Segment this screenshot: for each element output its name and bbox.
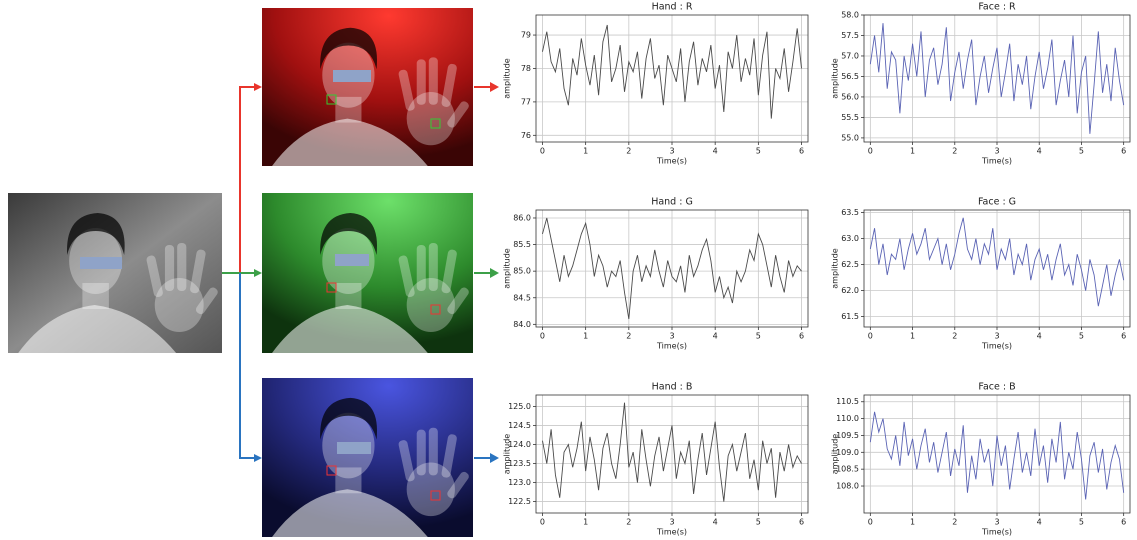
y-tick-label: 110.5 bbox=[836, 397, 859, 406]
y-tick-label: 84.0 bbox=[513, 320, 531, 329]
y-tick-label: 85.5 bbox=[513, 240, 531, 249]
red-photo bbox=[262, 8, 473, 166]
x-tick-label: 0 bbox=[868, 518, 873, 527]
y-tick-label: 109.0 bbox=[836, 448, 859, 457]
x-tick-label: 5 bbox=[756, 518, 761, 527]
y-tick-label: 79 bbox=[521, 31, 531, 40]
y-tick-label: 109.5 bbox=[836, 431, 859, 440]
y-axis-label: amplitude bbox=[831, 58, 840, 99]
x-tick-label: 3 bbox=[994, 332, 999, 341]
x-tick-label: 3 bbox=[994, 518, 999, 527]
x-tick-label: 1 bbox=[910, 332, 915, 341]
x-tick-label: 6 bbox=[799, 518, 804, 527]
green-photo bbox=[262, 193, 473, 353]
x-tick-label: 2 bbox=[952, 518, 957, 527]
x-tick-label: 5 bbox=[756, 147, 761, 156]
y-tick-label: 63.0 bbox=[841, 234, 859, 243]
chart-title: Face : R bbox=[978, 2, 1016, 13]
x-tick-label: 4 bbox=[713, 147, 718, 156]
x-tick-label: 4 bbox=[713, 332, 718, 341]
x-tick-label: 0 bbox=[540, 518, 545, 527]
x-tick-label: 3 bbox=[669, 332, 674, 341]
chart-title: Face : G bbox=[978, 197, 1016, 208]
x-tick-label: 6 bbox=[1121, 147, 1126, 156]
x-tick-label: 6 bbox=[1121, 518, 1126, 527]
y-tick-label: 84.5 bbox=[513, 293, 531, 302]
x-tick-label: 6 bbox=[1121, 332, 1126, 341]
original-photo bbox=[8, 193, 222, 353]
y-tick-label: 108.0 bbox=[836, 482, 859, 491]
y-tick-label: 85.0 bbox=[513, 267, 531, 276]
x-axis-label: Time(s) bbox=[981, 342, 1012, 351]
x-tick-label: 1 bbox=[910, 518, 915, 527]
y-tick-label: 57.5 bbox=[841, 31, 859, 40]
x-tick-label: 1 bbox=[910, 147, 915, 156]
chart-title: Hand : B bbox=[652, 382, 693, 393]
y-tick-label: 77 bbox=[521, 97, 531, 106]
y-tick-label: 123.0 bbox=[508, 478, 531, 487]
x-tick-label: 5 bbox=[1079, 147, 1084, 156]
x-tick-label: 6 bbox=[799, 147, 804, 156]
x-tick-label: 6 bbox=[799, 332, 804, 341]
chart-title: Hand : G bbox=[651, 197, 693, 208]
x-tick-label: 5 bbox=[756, 332, 761, 341]
x-tick-label: 2 bbox=[952, 332, 957, 341]
y-tick-label: 63.5 bbox=[841, 208, 859, 217]
x-axis-label: Time(s) bbox=[656, 528, 687, 537]
y-tick-label: 86.0 bbox=[513, 213, 531, 222]
y-tick-label: 56.5 bbox=[841, 72, 859, 81]
y-tick-label: 124.5 bbox=[508, 421, 531, 430]
y-tick-label: 125.0 bbox=[508, 402, 531, 411]
y-tick-label: 56.0 bbox=[841, 92, 859, 101]
y-tick-label: 62.5 bbox=[841, 260, 859, 269]
y-tick-label: 78 bbox=[521, 64, 531, 73]
y-tick-label: 58.0 bbox=[841, 11, 859, 20]
x-axis-label: Time(s) bbox=[656, 157, 687, 166]
x-tick-label: 4 bbox=[1037, 147, 1042, 156]
figure: 767778790123456Hand : RTime(s)amplitude5… bbox=[0, 0, 1137, 540]
y-axis-label: amplitude bbox=[831, 248, 840, 289]
y-tick-label: 76 bbox=[521, 131, 531, 140]
y-axis-label: amplitude bbox=[831, 434, 840, 475]
y-tick-label: 123.5 bbox=[508, 459, 531, 468]
y-tick-label: 122.5 bbox=[508, 497, 531, 506]
y-axis-label: amplitude bbox=[503, 248, 512, 289]
y-tick-label: 124.0 bbox=[508, 440, 531, 449]
y-tick-label: 110.0 bbox=[836, 414, 859, 423]
x-tick-label: 5 bbox=[1079, 518, 1084, 527]
x-tick-label: 4 bbox=[1037, 332, 1042, 341]
y-axis-label: amplitude bbox=[503, 58, 512, 99]
y-tick-label: 61.5 bbox=[841, 312, 859, 321]
x-tick-label: 2 bbox=[626, 332, 631, 341]
x-tick-label: 2 bbox=[626, 518, 631, 527]
y-tick-label: 57.0 bbox=[841, 51, 859, 60]
y-tick-label: 62.0 bbox=[841, 286, 859, 295]
x-tick-label: 3 bbox=[669, 147, 674, 156]
x-tick-label: 3 bbox=[994, 147, 999, 156]
y-tick-label: 108.5 bbox=[836, 465, 859, 474]
x-tick-label: 4 bbox=[713, 518, 718, 527]
x-axis-label: Time(s) bbox=[981, 157, 1012, 166]
x-tick-label: 1 bbox=[583, 147, 588, 156]
y-axis-label: amplitude bbox=[503, 434, 512, 475]
blue-photo bbox=[262, 378, 473, 537]
x-tick-label: 4 bbox=[1037, 518, 1042, 527]
x-tick-label: 1 bbox=[583, 518, 588, 527]
x-tick-label: 0 bbox=[868, 147, 873, 156]
x-axis-label: Time(s) bbox=[656, 342, 687, 351]
x-tick-label: 3 bbox=[669, 518, 674, 527]
x-axis-label: Time(s) bbox=[981, 528, 1012, 537]
y-tick-label: 55.0 bbox=[841, 133, 859, 142]
x-tick-label: 0 bbox=[540, 147, 545, 156]
y-tick-label: 55.5 bbox=[841, 113, 859, 122]
chart-title: Face : B bbox=[978, 382, 1015, 393]
x-tick-label: 0 bbox=[868, 332, 873, 341]
x-tick-label: 1 bbox=[583, 332, 588, 341]
chart-title: Hand : R bbox=[652, 2, 693, 13]
x-tick-label: 0 bbox=[540, 332, 545, 341]
x-tick-label: 2 bbox=[626, 147, 631, 156]
x-tick-label: 5 bbox=[1079, 332, 1084, 341]
x-tick-label: 2 bbox=[952, 147, 957, 156]
